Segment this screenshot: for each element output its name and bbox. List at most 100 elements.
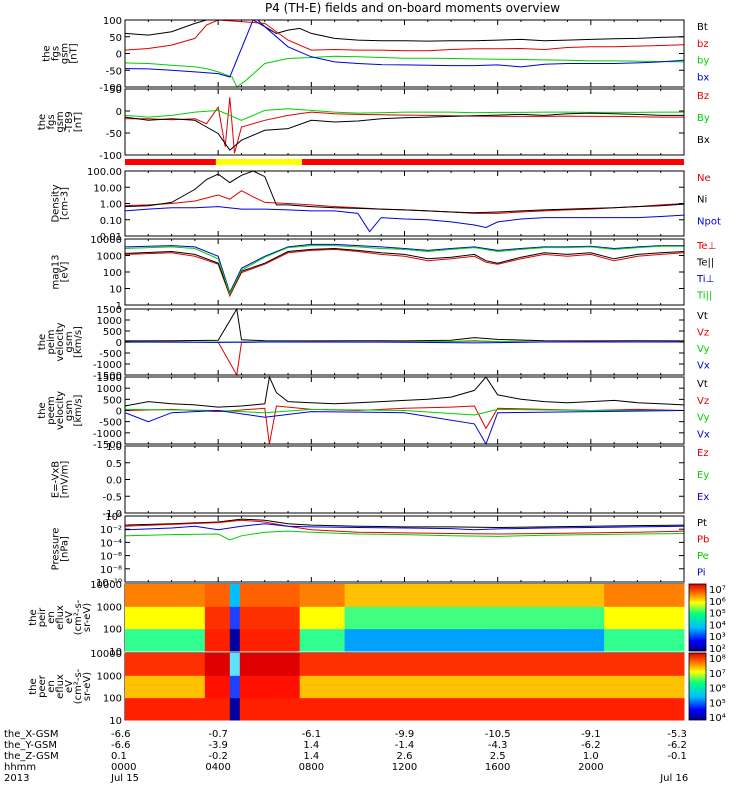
y-tick-label: 1000 xyxy=(97,602,122,613)
colorbar-tick-label: 10⁶ xyxy=(709,684,726,695)
spectrogram-cell xyxy=(234,606,241,630)
spectrogram-cell xyxy=(279,675,286,699)
series-line-Vz xyxy=(124,340,684,377)
spectrogram-cell xyxy=(649,697,655,721)
spectrogram-cell xyxy=(499,606,505,630)
spectrogram-cell xyxy=(604,584,610,607)
spectrogram-cell xyxy=(129,584,136,607)
spectrogram-cell xyxy=(494,606,500,630)
spectrogram-cell xyxy=(589,628,595,652)
spectrogram-cell xyxy=(649,653,655,676)
spectrogram-cell xyxy=(599,606,605,630)
y-axis-label-line: sr-eV) xyxy=(82,603,93,632)
series-line-Pb xyxy=(124,519,685,535)
spectrogram-cell xyxy=(164,606,171,630)
spectrogram-cell xyxy=(489,675,495,699)
spectrogram-cell xyxy=(219,606,226,630)
spectrogram-cell xyxy=(214,653,221,676)
ephemeris-value: -9.9 xyxy=(394,729,415,740)
spectrogram-cell xyxy=(239,697,246,721)
spectrogram-cell xyxy=(139,606,146,630)
panel-6: 150010005000-500-1000-1500thepeemvelocit… xyxy=(37,373,685,451)
spectrogram-cell xyxy=(674,584,680,607)
spectrogram-cell xyxy=(584,628,590,652)
spectrogram-cell xyxy=(469,606,475,630)
spectrogram-cell xyxy=(344,606,351,630)
ephemeris-value: 0.1 xyxy=(111,751,127,762)
spectrogram-cell xyxy=(164,675,171,699)
spectrogram-cell xyxy=(384,675,391,699)
spectrogram-cell xyxy=(634,675,640,699)
spectrogram-cell xyxy=(289,628,296,652)
spectrogram-cell xyxy=(429,675,435,699)
y-tick-label: 10⁻⁶ xyxy=(100,552,122,563)
series-line-Ti⊥ xyxy=(124,243,684,294)
spectrogram-cell xyxy=(169,606,176,630)
spectrogram-cell xyxy=(514,653,520,676)
y-axis-label-line: en xyxy=(46,680,57,693)
spectrogram-cell xyxy=(364,697,371,721)
spectrogram-cell xyxy=(404,584,410,607)
spectrogram-cell xyxy=(604,628,610,652)
legend-label: Bt xyxy=(697,22,708,33)
series-line-Vx xyxy=(124,341,684,344)
spectrogram-cell xyxy=(174,697,181,721)
ephemeris-value: -5.3 xyxy=(667,729,687,740)
spectrogram-cell xyxy=(149,697,156,721)
y-axis-label-line: the xyxy=(37,114,48,130)
spectrogram-10 xyxy=(125,653,685,721)
spectrogram-cell xyxy=(529,584,535,607)
spectrogram-cell xyxy=(424,606,430,630)
spectrogram-cell xyxy=(664,584,670,607)
spectrogram-cell xyxy=(514,697,520,721)
y-tick-label: -100 xyxy=(99,83,122,94)
y-tick-label: -1500 xyxy=(93,440,122,451)
spectrogram-cell xyxy=(614,653,620,676)
ephemeris-value: Jul 15 xyxy=(111,773,139,784)
spectrogram-cell xyxy=(239,675,246,699)
y-axis-label-line: gsm xyxy=(64,400,75,421)
spectrogram-cell xyxy=(199,628,206,652)
spectrogram-cell xyxy=(554,606,560,630)
colorbar-tick-label: 10² xyxy=(709,644,726,655)
spectrogram-cell xyxy=(454,653,460,676)
spectrogram-cell xyxy=(639,584,645,607)
spectrogram-cell xyxy=(549,675,555,699)
series-line-Vx xyxy=(124,409,685,446)
spectrogram-cell xyxy=(289,697,296,721)
series-line-Pi xyxy=(124,523,685,531)
spectrogram-cell xyxy=(229,584,236,607)
spectrogram-cell xyxy=(164,628,171,652)
spectrogram-cell xyxy=(189,653,196,676)
spectrogram-cell xyxy=(224,606,231,630)
spectrogram-cell xyxy=(429,653,435,676)
spectrogram-cell xyxy=(529,628,535,652)
spectrogram-cell xyxy=(169,697,176,721)
y-tick-label: 100 xyxy=(103,268,122,279)
spectrogram-cell xyxy=(309,584,316,607)
panel-frame xyxy=(124,170,685,237)
spectrogram-cell xyxy=(369,628,376,652)
spectrogram-cell xyxy=(644,675,650,699)
spectrogram-cell xyxy=(189,697,196,721)
spectrogram-cell xyxy=(569,606,575,630)
spectrogram-cell xyxy=(499,697,505,721)
spectrogram-cell xyxy=(594,628,600,652)
spectrogram-cell xyxy=(534,628,540,652)
spectrogram-cell xyxy=(309,697,316,721)
spectrogram-cell xyxy=(139,697,146,721)
spectrogram-cell xyxy=(524,675,530,699)
spectrogram-cell xyxy=(329,653,336,676)
spectrogram-cell xyxy=(514,675,520,699)
spectrogram-cell xyxy=(529,653,535,676)
spectrogram-cell xyxy=(319,628,326,652)
ephemeris-table: the_X-GSM the_Y-GSM the_Z-GSM hhmm 2013 -6.6-… xyxy=(0,727,750,800)
y-tick-label: 0.0 xyxy=(106,476,122,487)
spectrogram-cell xyxy=(214,675,221,699)
spectrogram-cell xyxy=(134,628,141,652)
spectrogram-cell xyxy=(659,653,665,676)
spectrogram-cell xyxy=(304,697,311,721)
spectrogram-cell xyxy=(509,584,515,607)
